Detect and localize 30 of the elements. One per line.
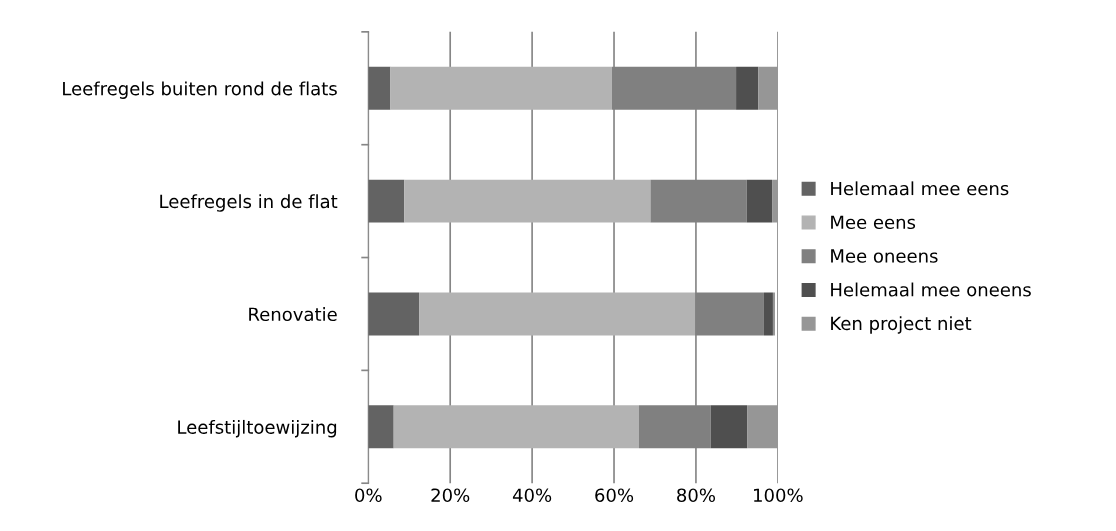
bar <box>736 66 759 110</box>
bar <box>404 179 651 223</box>
bar <box>710 405 748 449</box>
legend-label: Helemaal mee oneens <box>831 282 1031 297</box>
legend-label: Ken project niet <box>831 316 972 334</box>
bar <box>772 292 775 336</box>
bar <box>747 405 778 449</box>
bar <box>393 405 640 449</box>
bar <box>390 66 612 110</box>
bar <box>419 292 696 336</box>
legend-label: Mee eens <box>831 215 916 230</box>
x-tick-label: 20% <box>431 488 470 503</box>
y-tick-label: Leefregels in de flat <box>160 194 338 212</box>
y-tick-label: Leefregels buiten rond de flats <box>63 81 337 99</box>
x-tick-label: 0% <box>355 488 382 503</box>
bar <box>368 66 391 110</box>
bar <box>368 292 420 336</box>
bar <box>368 179 405 223</box>
bar <box>758 66 778 110</box>
x-tick-label: 60% <box>595 488 634 503</box>
x-tick-label: 100% <box>754 488 803 503</box>
y-tick-label: Renovatie <box>249 307 337 322</box>
bar <box>368 405 394 449</box>
x-tick-label: 80% <box>677 488 716 503</box>
y-tick-label: Leefstijltoewijzing <box>178 419 337 438</box>
legend-label: Helemaal mee eens <box>831 181 1009 196</box>
x-tick-label: 40% <box>512 488 552 503</box>
legend-label: Mee oneens <box>831 249 938 263</box>
bar <box>763 292 773 336</box>
bar <box>746 179 773 223</box>
